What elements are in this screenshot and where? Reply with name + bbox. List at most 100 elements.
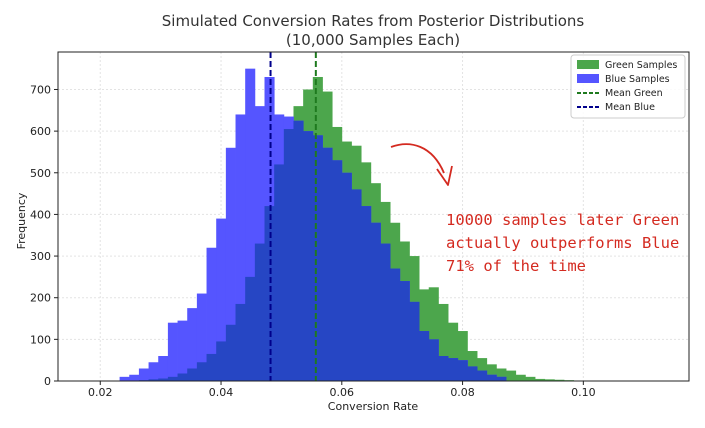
x-axis-label: Conversion Rate — [328, 400, 419, 413]
overlap-bar-38 — [486, 374, 497, 381]
overlap-bar-8 — [196, 362, 207, 381]
overlap-bar-31 — [419, 331, 430, 381]
annotation-line-1: 10000 samples later Green — [446, 211, 679, 229]
blue-bar-6 — [177, 320, 188, 381]
green-bar-35 — [467, 351, 478, 381]
green-bar-31 — [428, 287, 439, 381]
x-tick-label-2: 0.06 — [330, 386, 355, 399]
green-bar-34 — [457, 331, 468, 381]
chart-subtitle: (10,000 Samples Each) — [286, 31, 460, 49]
overlap-bar-3 — [148, 379, 159, 381]
overlap-bar-29 — [399, 281, 410, 381]
legend-label-green: Green Samples — [605, 60, 677, 71]
blue-bar-1 — [129, 374, 140, 381]
y-tick-label-3: 300 — [30, 250, 51, 263]
y-tick-label-1: 100 — [30, 333, 51, 346]
green-bar-32 — [438, 303, 449, 381]
overlap-bar-15 — [264, 206, 275, 381]
blue-bar-13 — [245, 68, 256, 381]
blue-bar-11 — [225, 147, 236, 381]
overlap-bar-6 — [177, 373, 188, 381]
x-tick-label-0: 0.02 — [88, 386, 113, 399]
blue-bar-4 — [158, 356, 169, 381]
overlap-bar-18 — [293, 120, 304, 382]
overlap-bar-17 — [283, 129, 294, 381]
green-bar-42 — [535, 378, 546, 381]
overlap-bar-4 — [158, 378, 169, 381]
green-bar-38 — [496, 368, 507, 381]
overlap-bar-12 — [235, 303, 246, 381]
blue-bar-10 — [216, 218, 227, 381]
overlap-bar-13 — [245, 276, 256, 381]
overlap-bar-24 — [351, 189, 362, 381]
x-tick-label-1: 0.04 — [209, 386, 234, 399]
overlap-bar-39 — [496, 376, 507, 381]
annotation-line-2: actually outperforms Blue — [446, 234, 679, 252]
green-bar-43 — [544, 379, 555, 381]
legend-box — [570, 54, 686, 119]
legend: Green Samples Blue Samples Mean Green Me… — [570, 54, 686, 119]
blue-bar-12 — [235, 114, 246, 381]
overlap-bar-30 — [409, 301, 420, 381]
overlap-bar-5 — [167, 376, 178, 381]
legend-label-mean-blue: Mean Blue — [605, 102, 655, 113]
overlap-bar-14 — [254, 243, 265, 381]
overlap-bar-27 — [380, 243, 391, 381]
green-bar-44 — [554, 379, 565, 381]
tick-labels: 0.02 0.04 0.06 0.08 0.10 0 100 200 300 400 500 600 7… — [30, 83, 596, 399]
axes — [57, 51, 690, 382]
overlap-bar-26 — [370, 222, 381, 381]
overlap-bar-22 — [332, 160, 343, 381]
overlap-bar-9 — [206, 353, 217, 381]
green-bar-40 — [515, 374, 526, 381]
overlap-bar-33 — [438, 356, 449, 381]
plot-frame — [57, 51, 690, 382]
histogram-bars — [119, 68, 594, 382]
green-bar-36 — [477, 358, 488, 381]
green-bar-39 — [506, 370, 517, 381]
green-bar-33 — [448, 322, 459, 381]
overlap-bar-19 — [303, 131, 314, 381]
overlap-bar-32 — [428, 339, 439, 381]
overlap-bar-23 — [341, 172, 352, 381]
blue-bar-14 — [254, 106, 265, 381]
x-tick-label-4: 0.10 — [571, 386, 596, 399]
x-tick-label-3: 0.08 — [450, 386, 475, 399]
blue-bar-7 — [187, 308, 198, 381]
y-tick-label-2: 200 — [30, 292, 51, 305]
overlap-bar-34 — [448, 358, 459, 381]
blue-bar-9 — [206, 247, 217, 381]
y-tick-label-7: 700 — [30, 83, 51, 96]
y-tick-label-6: 600 — [30, 125, 51, 138]
chart-title: Simulated Conversion Rates from Posterio… — [162, 12, 585, 30]
overlap-bar-25 — [361, 206, 372, 381]
overlap-bar-37 — [477, 370, 488, 381]
overlap-bar-35 — [457, 360, 468, 381]
blue-bar-2 — [138, 368, 149, 381]
overlap-bar-36 — [467, 366, 478, 381]
blue-bar-3 — [148, 362, 159, 381]
overlap-bar-10 — [216, 341, 227, 381]
annotation-line-3: 71% of the time — [446, 257, 586, 275]
overlap-bar-20 — [312, 135, 323, 381]
mean-lines — [269, 52, 317, 381]
y-tick-label-0: 0 — [44, 375, 51, 388]
overlap-bar-11 — [225, 324, 236, 381]
overlap-bar-21 — [322, 147, 333, 381]
y-tick-label-5: 500 — [30, 167, 51, 180]
blue-bar-0 — [119, 376, 130, 381]
legend-swatch-green — [577, 60, 599, 69]
green-bar-37 — [486, 364, 497, 381]
overlap-bar-7 — [187, 368, 198, 381]
legend-label-blue: Blue Samples — [605, 74, 670, 85]
annotation-arrowhead — [436, 165, 453, 186]
y-axis-label: Frequency — [15, 192, 28, 249]
annotation-arrow — [390, 143, 445, 174]
overlap-bar-28 — [390, 268, 401, 381]
legend-swatch-blue — [577, 74, 599, 83]
blue-bar-8 — [196, 293, 207, 381]
green-bar-41 — [525, 376, 536, 381]
overlap-bar-16 — [274, 164, 285, 381]
blue-bar-5 — [167, 322, 178, 381]
